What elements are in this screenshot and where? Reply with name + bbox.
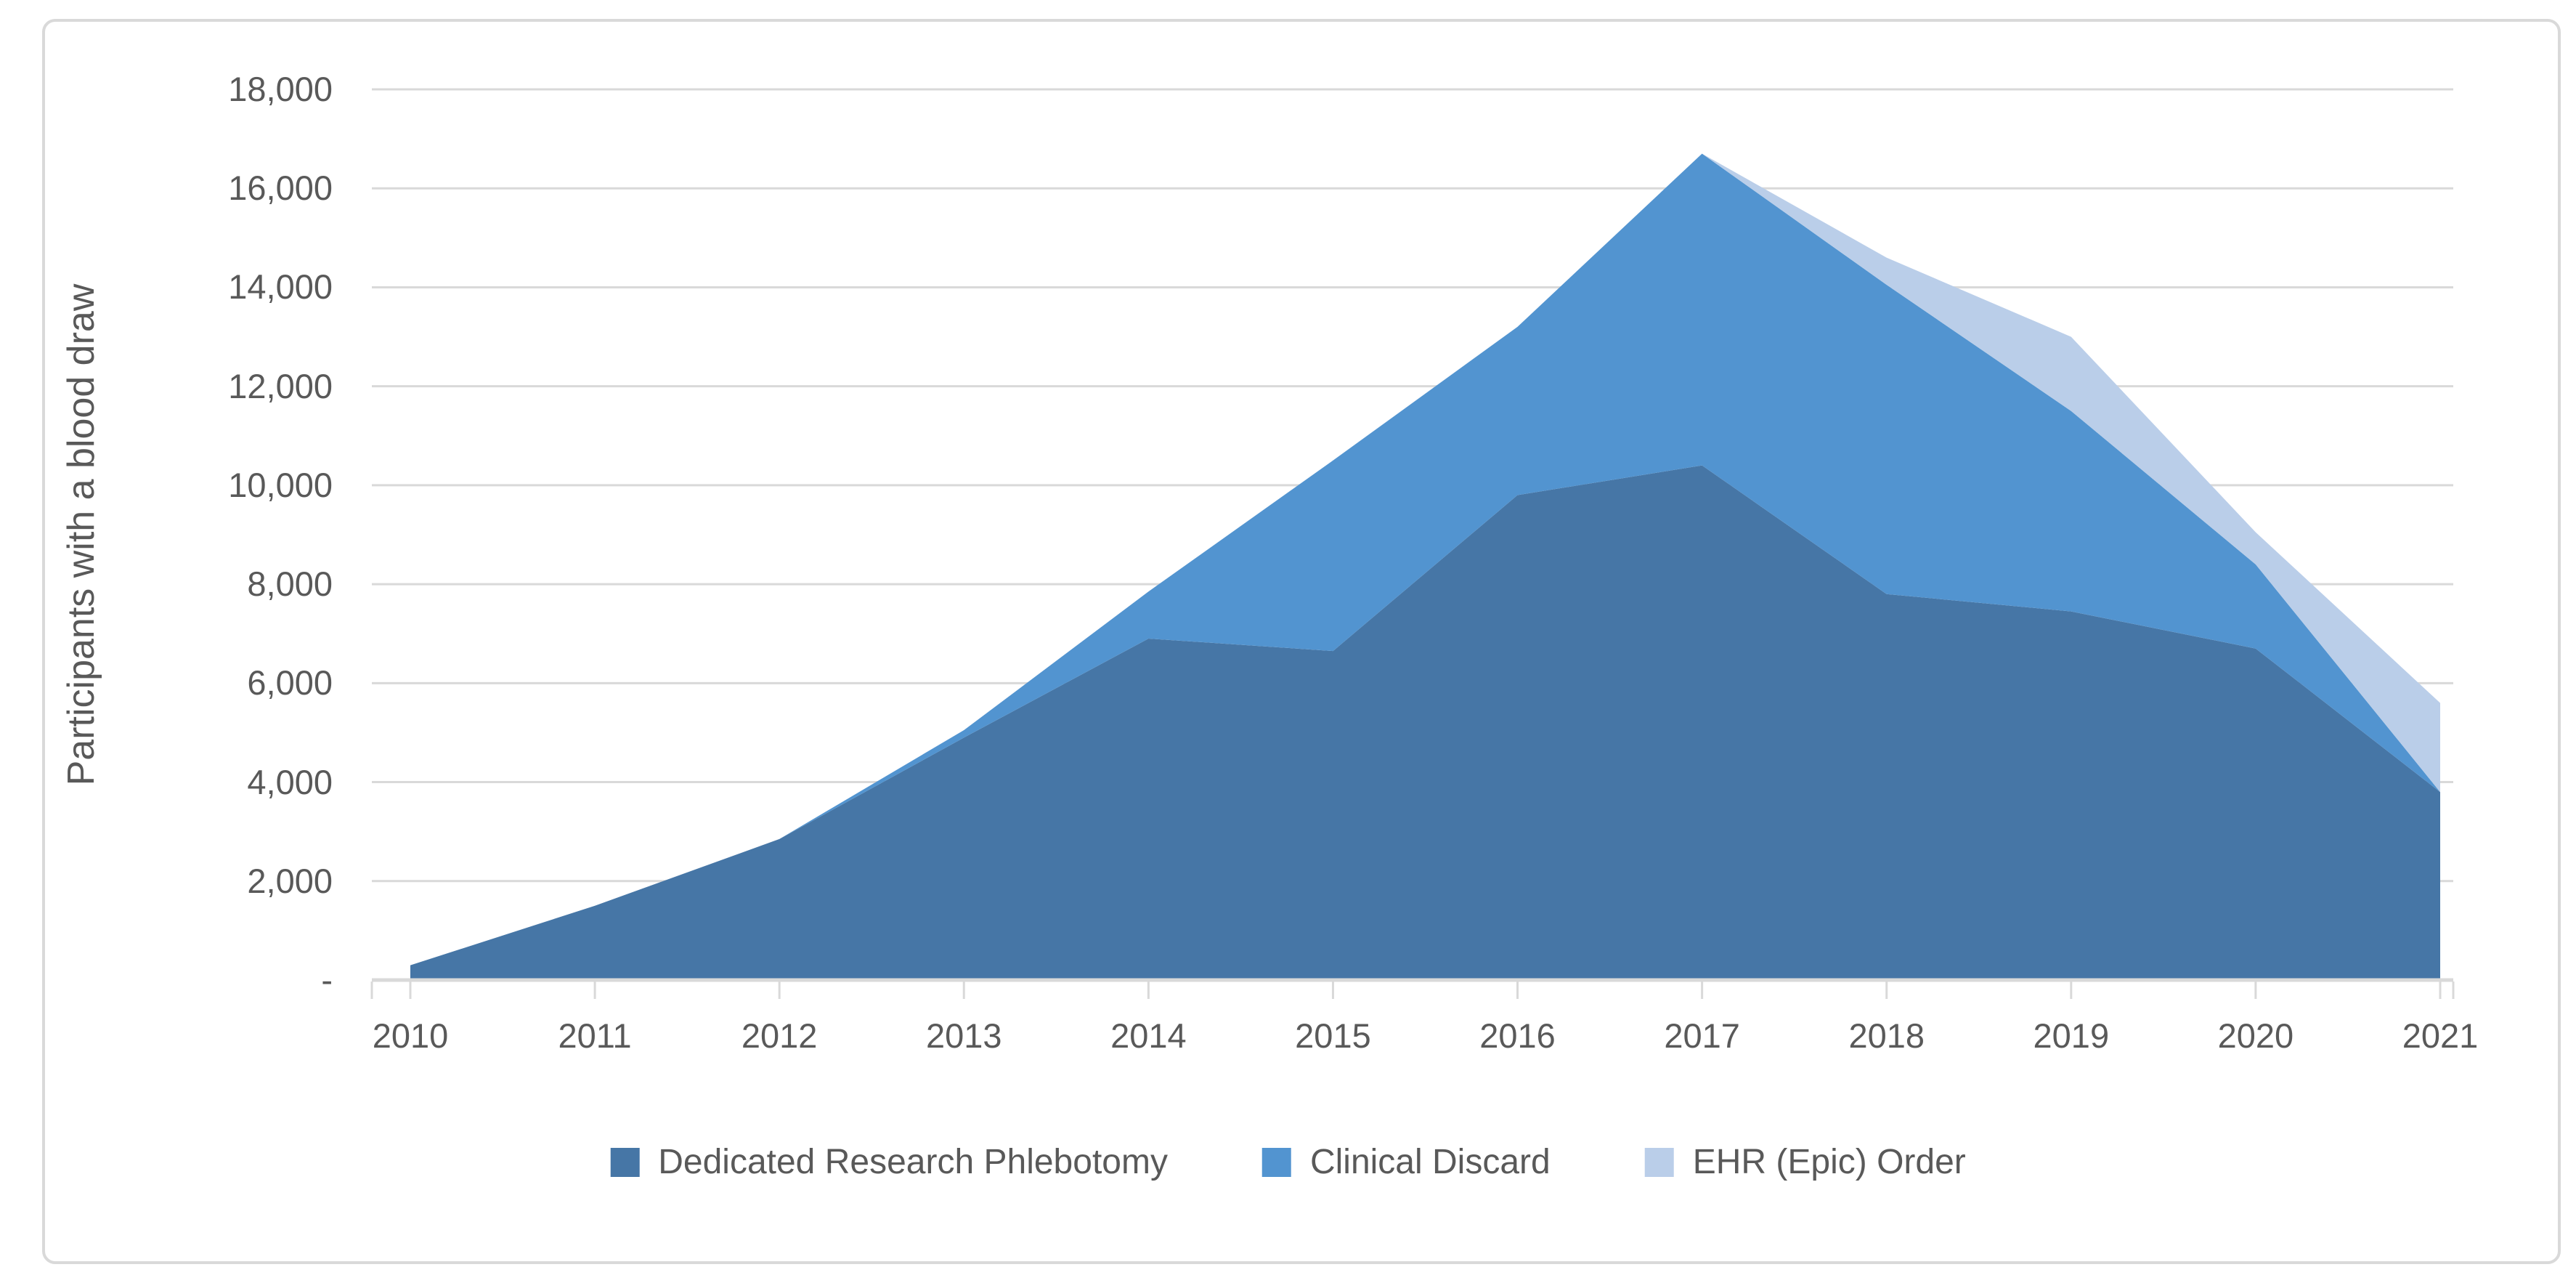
- y-tick-label-2000: 2,000: [247, 861, 333, 900]
- y-tick-label-12000: 12,000: [228, 366, 333, 405]
- legend-item-dedicated-research-phlebotomy: Dedicated Research Phlebotomy: [610, 1142, 1168, 1182]
- x-tick-label-2016: 2016: [1479, 1016, 1556, 1055]
- y-tick-label-14000: 14,000: [228, 267, 333, 307]
- x-tick-label-2021: 2021: [2402, 1016, 2479, 1055]
- x-tick-label-2020: 2020: [2217, 1016, 2294, 1055]
- x-tick-label-2017: 2017: [1664, 1016, 1740, 1055]
- legend-item-ehr-epic-order: EHR (Epic) Order: [1644, 1142, 1966, 1182]
- y-tick-label-6000: 6,000: [247, 663, 333, 703]
- x-tick-label-2019: 2019: [2033, 1016, 2110, 1055]
- chart-border-frame: [42, 19, 2561, 1264]
- legend-swatch-ehr-epic-order: [1644, 1147, 1674, 1177]
- legend-item-clinical-discard: Clinical Discard: [1261, 1142, 1551, 1182]
- area-series-clinical-discard: [410, 153, 2440, 966]
- y-axis-title: Participants with a blood draw: [60, 283, 102, 786]
- x-tick-label-2010: 2010: [372, 1016, 449, 1055]
- legend-label-ehr-epic-order: EHR (Epic) Order: [1692, 1143, 1966, 1181]
- y-tick-label-4000: 4,000: [247, 762, 333, 801]
- x-tick-label-2015: 2015: [1295, 1016, 1371, 1055]
- x-tick-label-2011: 2011: [558, 1016, 632, 1055]
- x-tick-label-2018: 2018: [1848, 1016, 1925, 1055]
- x-tick-label-2014: 2014: [1110, 1016, 1187, 1055]
- y-tick-label-8000: 8,000: [247, 564, 333, 604]
- x-tick-label-2012: 2012: [741, 1016, 818, 1055]
- legend-label-clinical-discard: Clinical Discard: [1309, 1143, 1551, 1181]
- legend-swatch-dedicated-research-phlebotomy: [610, 1147, 640, 1177]
- y-tick-label-18000: 18,000: [228, 70, 333, 108]
- x-tick-label-2013: 2013: [925, 1016, 1002, 1055]
- legend-label-dedicated-research-phlebotomy: Dedicated Research Phlebotomy: [658, 1143, 1168, 1181]
- legend-swatch-clinical-discard: [1261, 1147, 1291, 1177]
- y-tick-label-16000: 16,000: [228, 169, 333, 208]
- y-tick-label-10000: 10,000: [228, 465, 333, 504]
- area-series-dedicated-research-phlebotomy: [410, 465, 2440, 980]
- y-tick-label-0: -: [321, 960, 333, 999]
- legend: Dedicated Research Phlebotomy Clinical D…: [610, 1142, 1966, 1182]
